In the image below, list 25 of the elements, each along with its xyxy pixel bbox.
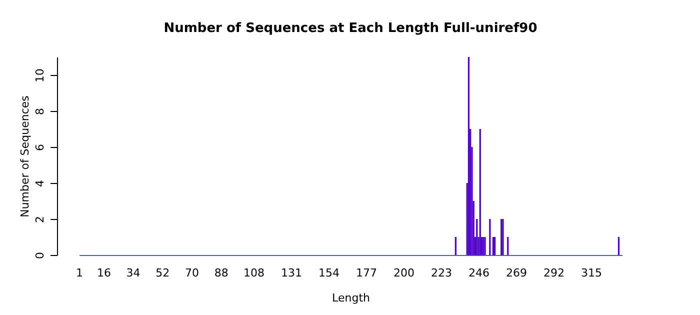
x-tick-label: 315 bbox=[581, 266, 602, 280]
y-tick-label: 8 bbox=[34, 108, 46, 115]
x-tick-label: 292 bbox=[544, 266, 565, 280]
y-tick-label: 4 bbox=[34, 180, 46, 187]
y-tick-label: 10 bbox=[34, 68, 46, 82]
x-tick-label: 16 bbox=[96, 266, 111, 280]
x-tick-label: 154 bbox=[318, 266, 340, 280]
x-tick-label: 223 bbox=[431, 266, 452, 280]
x-tick-label: 70 bbox=[185, 266, 200, 280]
x-tick-label: 269 bbox=[506, 266, 528, 280]
x-tick-label: 1 bbox=[76, 266, 83, 280]
x-tick-label: 200 bbox=[393, 266, 414, 280]
y-axis-title: Number of Sequences bbox=[18, 95, 32, 218]
y-tick-label: 6 bbox=[34, 144, 46, 151]
x-tick-label: 177 bbox=[356, 266, 377, 280]
y-tick-label: 0 bbox=[34, 252, 46, 259]
x-tick-label: 52 bbox=[156, 266, 170, 280]
x-tick-label: 34 bbox=[126, 266, 140, 280]
x-tick-label: 131 bbox=[280, 266, 302, 280]
x-tick-label: 88 bbox=[214, 266, 228, 280]
chart-title: Number of Sequences at Each Length Full-uniref90 bbox=[164, 21, 538, 36]
x-axis-title: Length bbox=[332, 292, 370, 304]
x-tick-label: 108 bbox=[243, 266, 264, 280]
x-tick-label: 246 bbox=[468, 266, 490, 280]
y-tick-label: 2 bbox=[34, 216, 46, 223]
